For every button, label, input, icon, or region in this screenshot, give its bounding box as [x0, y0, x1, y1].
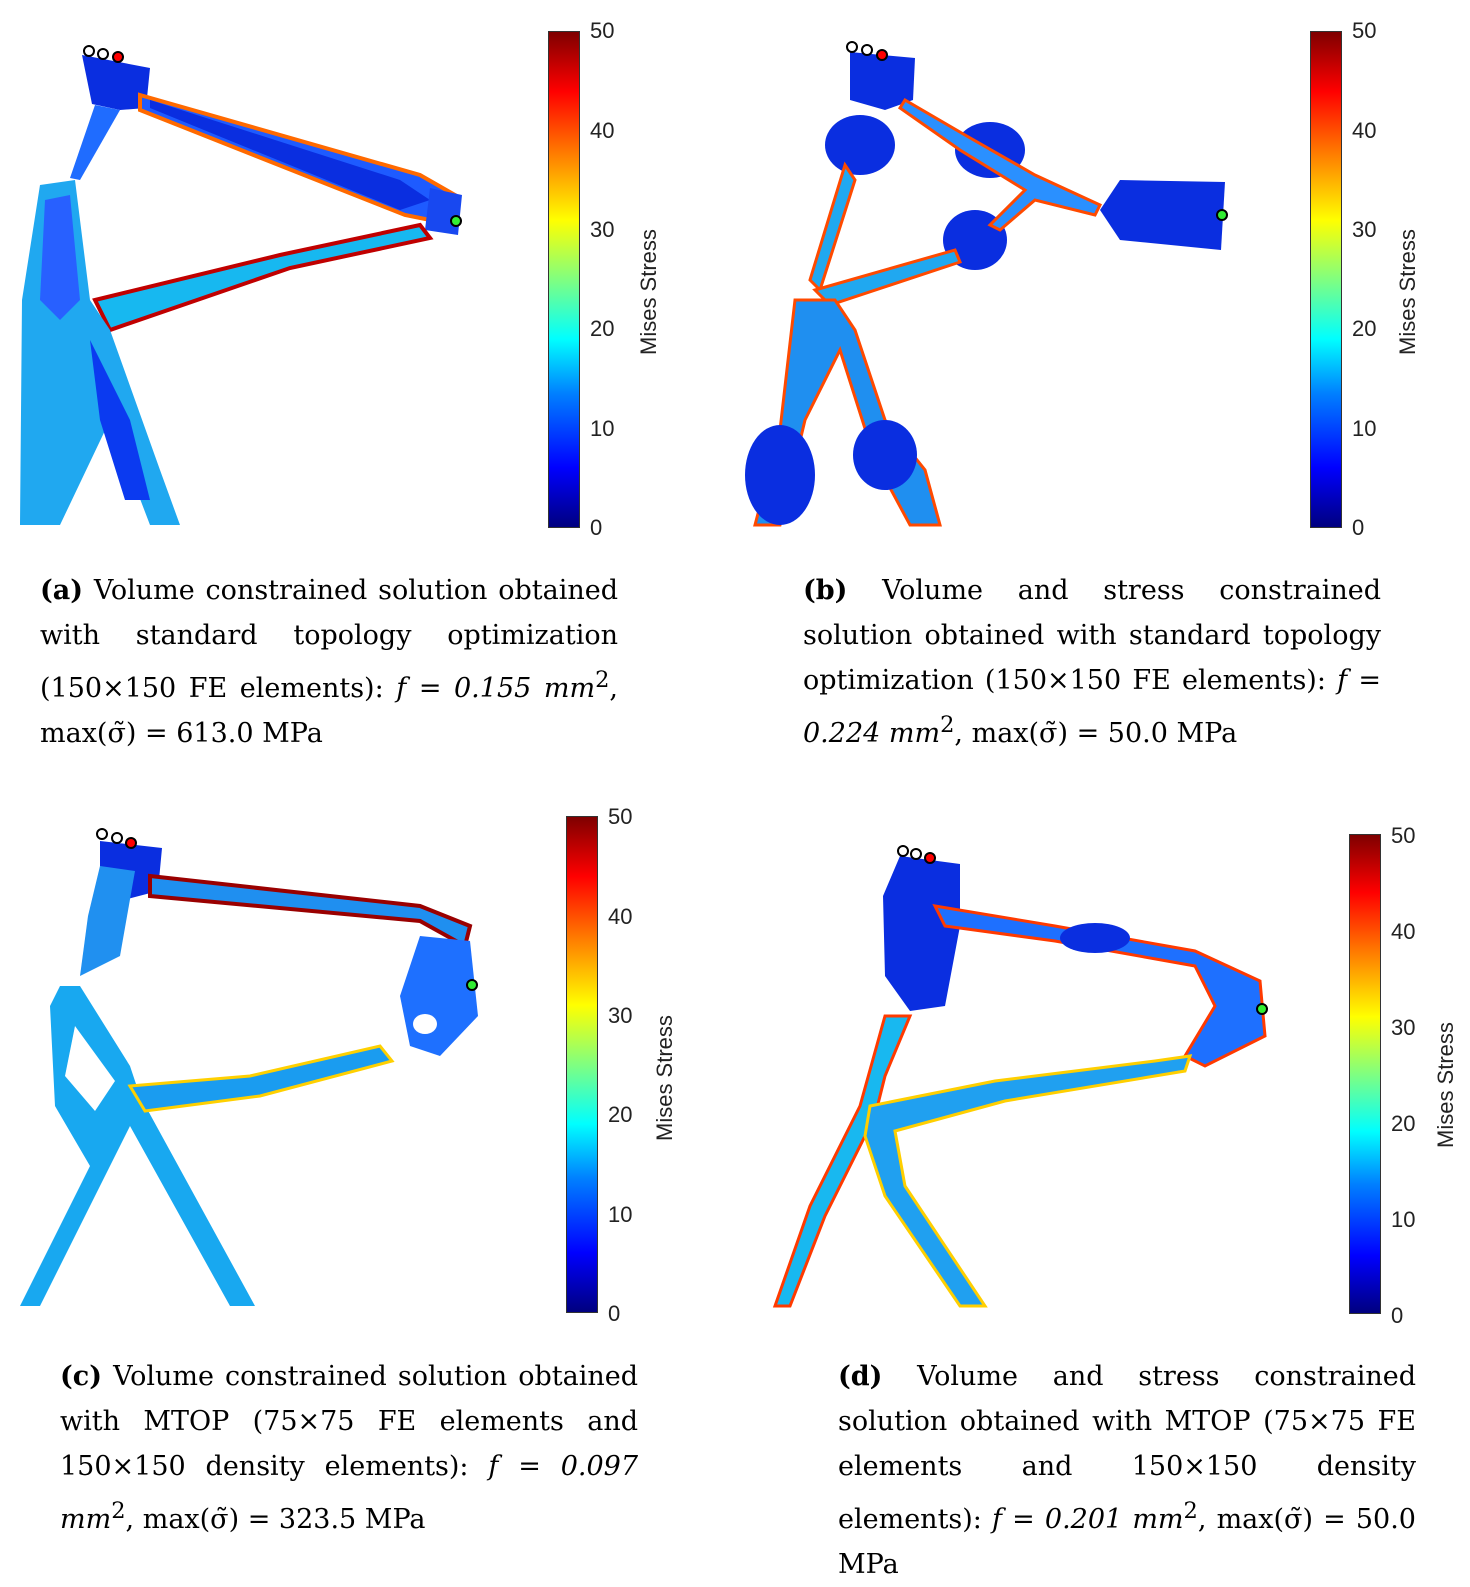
caption-f-exp: 2 [111, 1498, 126, 1524]
colorbar-tick: 30 [1352, 217, 1377, 242]
stress-plot-d [772, 845, 1268, 1308]
colorbar-a [548, 31, 580, 528]
colorbar-label: Mises Stress [636, 229, 661, 355]
stress-plot-a [20, 45, 462, 525]
caption-f-exp: 2 [1183, 1498, 1198, 1524]
colorbar-tick: 50 [1352, 18, 1377, 43]
caption-a: (a) Volume constrained solution obtained… [40, 568, 618, 756]
colorbar-d [1349, 834, 1381, 1314]
colorbar-label: Mises Stress [652, 1015, 677, 1141]
colorbar-tick: 0 [590, 515, 603, 540]
caption-tag: (b) [803, 575, 848, 606]
caption-tag: (a) [40, 575, 84, 606]
stress-plot-c [20, 828, 478, 1306]
caption-f-exp: 2 [940, 712, 955, 738]
panel-c: 50 40 30 20 10 0 Mises Stress (c) Volume… [0, 776, 735, 1552]
caption-f: f = 0.224 mm [803, 665, 1381, 749]
colorbar-label: Mises Stress [1395, 229, 1420, 355]
colorbar-tick: 20 [608, 1102, 633, 1127]
caption-max: , max(σ̃) = 613.0 MPa [40, 673, 618, 749]
colorbar-tick: 50 [590, 18, 615, 43]
colorbar-tick: 40 [1391, 919, 1416, 944]
colorbar-tick: 50 [1391, 823, 1416, 848]
colorbar-tick: 50 [608, 804, 633, 829]
colorbar-tick: 40 [590, 118, 615, 143]
caption-d: (d) Volume and stress constrained soluti… [838, 1354, 1416, 1587]
caption-text: Volume constrained solution obtained wit… [40, 575, 618, 704]
colorbar-tick: 20 [1352, 316, 1377, 341]
colorbar-tick: 30 [1391, 1015, 1416, 1040]
colorbar-tick: 40 [1352, 118, 1377, 143]
caption-text: Volume and stress constrained solution o… [803, 575, 1381, 696]
colorbar-c [566, 816, 598, 1313]
caption-f: f = 0.097 mm [60, 1451, 638, 1535]
colorbar-tick: 10 [1352, 416, 1377, 441]
caption-tag: (d) [838, 1361, 883, 1392]
colorbar-tick: 30 [590, 217, 615, 242]
colorbar-tick: 40 [608, 904, 633, 929]
panel-a: 50 40 30 20 10 0 Mises Stress (a) Volume… [0, 0, 735, 776]
colorbar-tick: 30 [608, 1003, 633, 1028]
caption-f: f = 0.155 mm [396, 673, 596, 704]
colorbar-tick: 0 [1391, 1303, 1404, 1328]
panel-b: 50 40 30 20 10 0 Mises Stress (b) Volume… [735, 0, 1470, 776]
colorbar-tick: 10 [608, 1202, 633, 1227]
caption-f: f = 0.201 mm [992, 1504, 1184, 1535]
colorbar-label: Mises Stress [1433, 1022, 1458, 1148]
colorbar-tick: 20 [590, 316, 615, 341]
stress-plot-b [745, 41, 1228, 527]
caption-max: , max(σ̃) = 323.5 MPa [125, 1504, 426, 1535]
caption-text: Volume constrained solution obtained wit… [60, 1361, 638, 1482]
caption-text: Volume and stress constrained solution o… [838, 1361, 1416, 1535]
caption-max: , max(σ̃) = 50.0 MPa [954, 718, 1238, 749]
caption-c: (c) Volume constrained solution obtained… [60, 1354, 638, 1542]
colorbar-tick: 0 [608, 1301, 621, 1326]
colorbar-tick: 0 [1352, 515, 1365, 540]
colorbar-b [1310, 31, 1342, 528]
colorbar-tick: 20 [1391, 1111, 1416, 1136]
colorbar-tick: 10 [590, 416, 615, 441]
panel-d: 50 40 30 20 10 0 Mises Stress (d) Volume… [735, 776, 1470, 1580]
caption-b: (b) Volume and stress constrained soluti… [803, 568, 1381, 756]
caption-tag: (c) [60, 1361, 102, 1392]
colorbar-tick: 10 [1391, 1207, 1416, 1232]
caption-f-exp: 2 [595, 667, 610, 693]
